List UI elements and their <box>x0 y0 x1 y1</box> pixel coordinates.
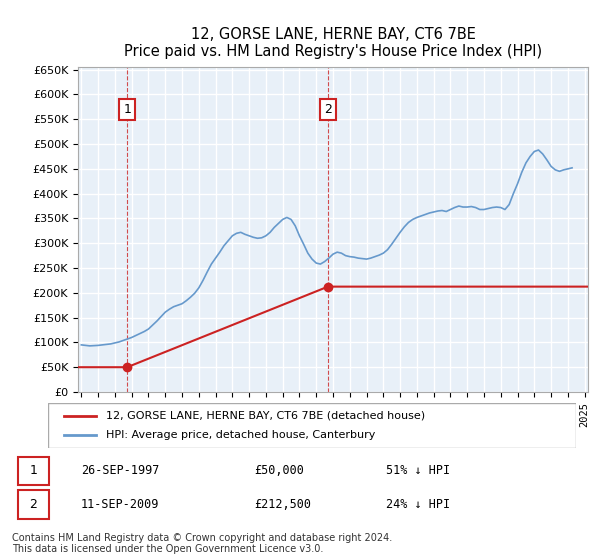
Text: £50,000: £50,000 <box>254 464 304 477</box>
Text: 12, GORSE LANE, HERNE BAY, CT6 7BE (detached house): 12, GORSE LANE, HERNE BAY, CT6 7BE (deta… <box>106 410 425 421</box>
Text: 1: 1 <box>29 464 37 477</box>
FancyBboxPatch shape <box>48 403 576 448</box>
FancyBboxPatch shape <box>18 491 49 519</box>
Text: 51% ↓ HPI: 51% ↓ HPI <box>386 464 451 477</box>
Text: 24% ↓ HPI: 24% ↓ HPI <box>386 498 451 511</box>
Text: 11-SEP-2009: 11-SEP-2009 <box>81 498 160 511</box>
Text: £212,500: £212,500 <box>254 498 311 511</box>
Text: 2: 2 <box>324 103 332 116</box>
Title: 12, GORSE LANE, HERNE BAY, CT6 7BE
Price paid vs. HM Land Registry's House Price: 12, GORSE LANE, HERNE BAY, CT6 7BE Price… <box>124 27 542 59</box>
Text: 26-SEP-1997: 26-SEP-1997 <box>81 464 160 477</box>
FancyBboxPatch shape <box>18 457 49 485</box>
Text: 1: 1 <box>123 103 131 116</box>
Text: Contains HM Land Registry data © Crown copyright and database right 2024.
This d: Contains HM Land Registry data © Crown c… <box>12 533 392 554</box>
Text: 2: 2 <box>29 498 37 511</box>
Text: HPI: Average price, detached house, Canterbury: HPI: Average price, detached house, Cant… <box>106 431 376 441</box>
